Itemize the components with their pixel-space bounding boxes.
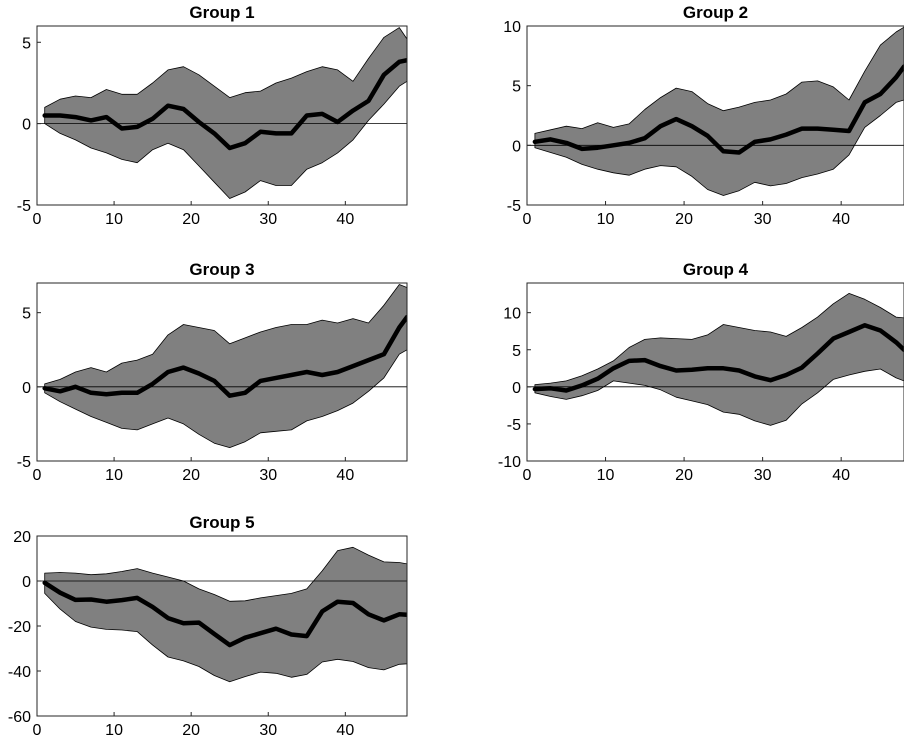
plot-area bbox=[527, 293, 904, 426]
chart-group-3: Group 3 0 10 20 30 40-505 bbox=[17, 260, 408, 484]
y-tick-label: 5 bbox=[22, 306, 31, 323]
x-tick-label: 10 bbox=[105, 722, 123, 739]
y-tick-label: 10 bbox=[503, 19, 521, 36]
plot-area bbox=[37, 546, 407, 683]
x-tick-label: 20 bbox=[182, 211, 200, 228]
x-tick-label: 10 bbox=[597, 211, 615, 228]
y-tick-label: -20 bbox=[8, 619, 31, 636]
x-tick-label: 0 bbox=[33, 211, 42, 228]
confidence-band bbox=[534, 26, 904, 196]
x-tick-label: 10 bbox=[597, 467, 615, 484]
x-tick-label: 40 bbox=[336, 467, 354, 484]
y-tick-label: 5 bbox=[512, 343, 521, 360]
x-tick-label: 30 bbox=[259, 467, 277, 484]
x-tick-label: 0 bbox=[523, 211, 532, 228]
panel-title: Group 5 bbox=[189, 513, 254, 532]
y-tick-label: 20 bbox=[13, 529, 31, 546]
axes-box bbox=[36, 282, 408, 462]
y-tick-label: 5 bbox=[22, 35, 31, 52]
median-line bbox=[532, 64, 904, 155]
panel-title: Group 4 bbox=[683, 260, 749, 279]
y-tick-label: -5 bbox=[507, 417, 521, 434]
x-tick-label: 30 bbox=[754, 211, 772, 228]
x-tick-label: 40 bbox=[832, 467, 850, 484]
y-tick-label: -10 bbox=[498, 454, 521, 471]
axes-box bbox=[36, 25, 408, 206]
y-tick-label: -5 bbox=[507, 198, 521, 215]
median-line bbox=[42, 314, 407, 398]
chart-group-4: Group 4 0 10 20 30 40 -10 -5 0 5 10 bbox=[498, 260, 904, 484]
median-line bbox=[532, 323, 904, 393]
x-tick-label: 0 bbox=[33, 722, 42, 739]
y-tick-label: 0 bbox=[512, 380, 521, 397]
x-tick-label: 0 bbox=[523, 467, 532, 484]
chart-group-5: Group 5 0 10 20 30 40 -60 -40 -20 0 20 bbox=[8, 513, 408, 739]
y-tick-label: -40 bbox=[8, 664, 31, 681]
confidence-band bbox=[44, 546, 407, 683]
x-tick-label: 40 bbox=[832, 211, 850, 228]
x-tick-label: 10 bbox=[105, 467, 123, 484]
confidence-band bbox=[534, 293, 904, 426]
y-tick-label: -60 bbox=[8, 709, 31, 726]
y-tick-label: 10 bbox=[503, 306, 521, 323]
y-tick-label: -5 bbox=[17, 454, 31, 471]
y-tick-label: 5 bbox=[512, 79, 521, 96]
x-tick-label: 30 bbox=[259, 211, 277, 228]
y-tick-label: -5 bbox=[17, 198, 31, 215]
y-tick-label: 0 bbox=[22, 574, 31, 591]
x-tick-label: 40 bbox=[336, 211, 354, 228]
plot-area bbox=[527, 26, 904, 196]
x-tick-label: 20 bbox=[675, 467, 693, 484]
y-tick-label: 0 bbox=[22, 117, 31, 134]
x-tick-label: 20 bbox=[182, 467, 200, 484]
panel-title: Group 3 bbox=[189, 260, 254, 279]
y-tick-label: 0 bbox=[22, 380, 31, 397]
x-tick-label: 30 bbox=[259, 722, 277, 739]
x-tick-label: 0 bbox=[33, 467, 42, 484]
x-tick-label: 10 bbox=[105, 211, 123, 228]
axes-box bbox=[526, 282, 904, 462]
axes-box bbox=[526, 25, 904, 206]
confidence-band bbox=[44, 27, 407, 199]
median-line bbox=[42, 580, 407, 648]
x-tick-label: 40 bbox=[336, 722, 354, 739]
plot-area bbox=[37, 284, 407, 448]
confidence-band bbox=[44, 284, 407, 448]
median-line bbox=[42, 57, 407, 151]
x-tick-label: 20 bbox=[675, 211, 693, 228]
x-tick-label: 30 bbox=[754, 467, 772, 484]
panel-title: Group 1 bbox=[189, 3, 254, 22]
x-tick-label: 20 bbox=[182, 722, 200, 739]
chart-group-1: Group 1 0 10 20 30 40-505 bbox=[17, 3, 408, 228]
panel-title: Group 2 bbox=[683, 3, 748, 22]
y-tick-label: 0 bbox=[512, 138, 521, 155]
plot-area bbox=[37, 27, 407, 199]
